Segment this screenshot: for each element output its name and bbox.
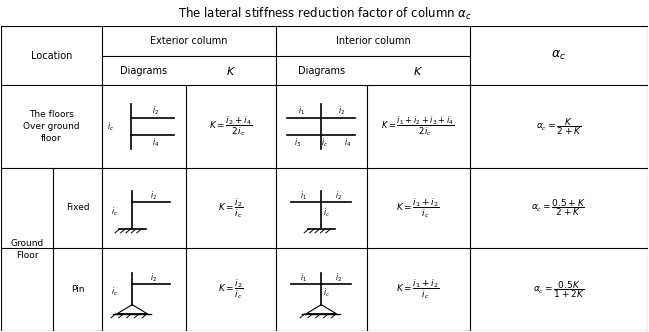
Text: $i_c$: $i_c$ — [321, 136, 328, 148]
Text: $i_2$: $i_2$ — [151, 272, 158, 284]
Text: The lateral stiffness reduction factor of column $\alpha_c$: The lateral stiffness reduction factor o… — [178, 6, 471, 22]
Text: Location: Location — [31, 51, 72, 61]
Text: $i_2$: $i_2$ — [153, 105, 160, 117]
Text: The floors
Over ground
floor: The floors Over ground floor — [23, 110, 80, 143]
Text: $i_4$: $i_4$ — [153, 136, 160, 148]
Text: $i_c$: $i_c$ — [323, 207, 330, 219]
Text: Exterior column: Exterior column — [150, 36, 228, 46]
Text: $K = \dfrac{i_1+i_2}{i_c}$: $K = \dfrac{i_1+i_2}{i_c}$ — [397, 196, 440, 220]
Text: $i_1$: $i_1$ — [300, 272, 307, 284]
Text: Ground
Floor: Ground Floor — [11, 239, 44, 260]
Text: $K = \dfrac{i_1+i_2+i_3+i_4}{2i_c}$: $K = \dfrac{i_1+i_2+i_3+i_4}{2i_c}$ — [381, 115, 455, 138]
Text: $i_c$: $i_c$ — [323, 287, 330, 299]
Text: Diagrams: Diagrams — [120, 65, 167, 75]
Text: $\alpha_c = \dfrac{K}{2+K}$: $\alpha_c = \dfrac{K}{2+K}$ — [536, 116, 582, 137]
Text: $i_4$: $i_4$ — [344, 136, 351, 148]
Text: $i_3$: $i_3$ — [295, 136, 302, 148]
Text: $\alpha_c = \dfrac{0.5K}{1+2K}$: $\alpha_c = \dfrac{0.5K}{1+2K}$ — [533, 279, 585, 300]
Text: $\alpha_c$: $\alpha_c$ — [551, 49, 566, 62]
Text: $K$: $K$ — [413, 64, 423, 76]
Text: Pin: Pin — [71, 285, 84, 294]
Text: $K = \dfrac{i_2+i_4}{2i_c}$: $K = \dfrac{i_2+i_4}{2i_c}$ — [209, 115, 252, 138]
Text: $i_c$: $i_c$ — [111, 206, 118, 218]
Text: $i_2$: $i_2$ — [151, 190, 158, 203]
Text: Interior column: Interior column — [336, 36, 410, 46]
Text: $i_2$: $i_2$ — [338, 105, 345, 117]
Text: $i_1$: $i_1$ — [300, 190, 307, 203]
Text: $K$: $K$ — [226, 64, 236, 76]
Text: $i_2$: $i_2$ — [336, 190, 343, 203]
Text: $i_c$: $i_c$ — [111, 286, 118, 298]
Text: $i_2$: $i_2$ — [336, 272, 343, 284]
Text: $i_c$: $i_c$ — [107, 120, 114, 133]
Text: $i_1$: $i_1$ — [298, 105, 304, 117]
Text: $K = \dfrac{i_1+i_2}{i_c}$: $K = \dfrac{i_1+i_2}{i_c}$ — [397, 278, 440, 301]
Text: $K = \dfrac{i_2}{i_c}$: $K = \dfrac{i_2}{i_c}$ — [218, 196, 243, 220]
Text: Diagrams: Diagrams — [298, 65, 345, 75]
Text: $K = \dfrac{i_2}{i_c}$: $K = \dfrac{i_2}{i_c}$ — [218, 278, 243, 301]
Text: Fixed: Fixed — [66, 204, 90, 212]
Text: $\alpha_c = \dfrac{0.5+K}{2+K}$: $\alpha_c = \dfrac{0.5+K}{2+K}$ — [532, 198, 586, 218]
